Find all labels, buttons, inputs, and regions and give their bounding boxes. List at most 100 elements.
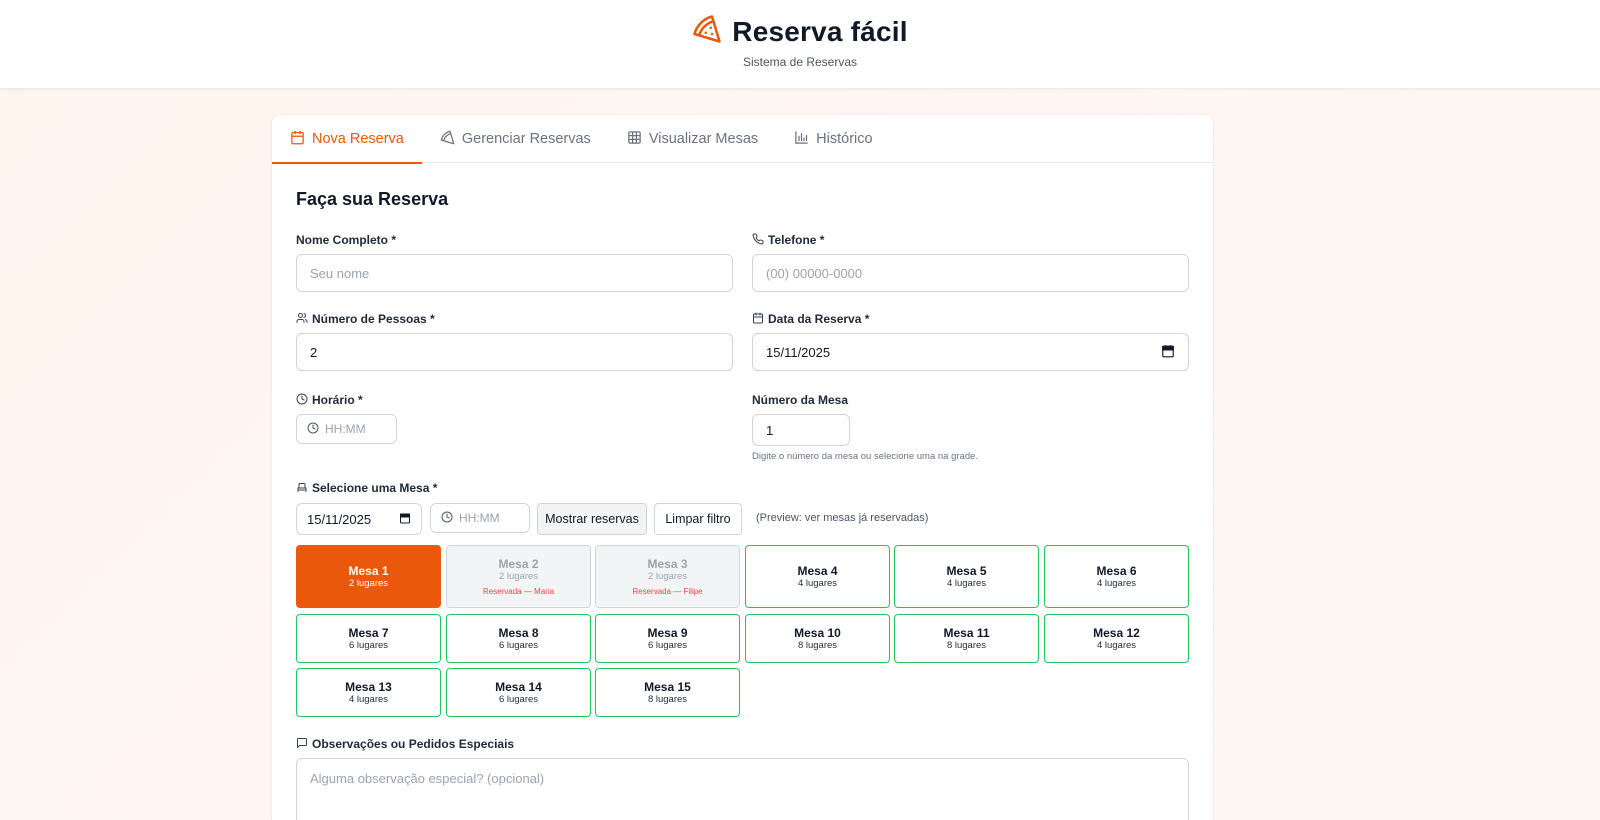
table-card-name: Mesa 12 (1093, 625, 1140, 640)
table-card[interactable]: Mesa 15 8 lugares (595, 668, 740, 717)
table-number-field: Número da Mesa 1 Digite o número da mesa… (752, 392, 1052, 462)
table-card-name: Mesa 1 (348, 563, 389, 578)
table-card-seats: 2 lugares (498, 570, 539, 582)
name-label: Nome Completo * (296, 233, 397, 247)
table-card-name: Mesa 5 (946, 563, 987, 578)
table-number-label: Número da Mesa (752, 393, 849, 407)
clock-icon (296, 393, 308, 408)
date-field: Data da Reserva * 15/11/2025 (752, 311, 1189, 371)
phone-label: Telefone * (752, 232, 1189, 248)
table-card-seats: 6 lugares (348, 639, 389, 651)
name-input[interactable]: Seu nome (296, 254, 733, 292)
date-label: Data da Reserva * (752, 311, 1189, 327)
brand: Reserva fácil Sistema de Reservas (0, 14, 1600, 69)
tab-historico[interactable]: Histórico (776, 115, 890, 163)
table-card[interactable]: Mesa 13 4 lugares (296, 668, 441, 717)
users-icon (296, 312, 308, 327)
tab-nova-reserva[interactable]: Nova Reserva (272, 115, 422, 164)
tab-bar: Nova Reserva Gerenciar Reservas Visualiz… (272, 115, 1213, 164)
calendar-picker-icon[interactable] (399, 512, 411, 527)
table-card-seats: 8 lugares (647, 693, 688, 705)
table-card-name: Mesa 15 (644, 679, 691, 694)
time-field: Horário * HH:MM (296, 392, 397, 444)
people-field: Número de Pessoas * 2 (296, 311, 733, 371)
table-card-seats: 4 lugares (348, 693, 389, 705)
grid-icon (627, 130, 642, 149)
table-card-seats: 6 lugares (498, 693, 539, 705)
tab-label: Gerenciar Reservas (461, 131, 591, 147)
table-card-seats: 6 lugares (498, 639, 539, 651)
table-card-seats: 2 lugares (647, 570, 688, 582)
tab-visualizar-mesas[interactable]: Visualizar Mesas (609, 115, 776, 163)
table-card[interactable]: Mesa 14 6 lugares (446, 668, 591, 717)
table-card-seats: 4 lugares (946, 577, 987, 589)
pizza-icon (692, 14, 722, 49)
form-title: Faça sua Reserva (296, 189, 449, 209)
name-field: Nome Completo * Seu nome (296, 232, 733, 292)
reservation-card: Nova Reserva Gerenciar Reservas Visualiz… (272, 115, 1213, 820)
table-card-name: Mesa 13 (345, 679, 392, 694)
tab-label: Histórico (816, 131, 873, 147)
table-card-seats: 4 lugares (1096, 639, 1137, 651)
table-card-name: Mesa 3 (647, 556, 688, 571)
table-card[interactable]: Mesa 10 8 lugares (745, 614, 890, 663)
table-card-seats: 8 lugares (946, 639, 987, 651)
table-card-name: Mesa 11 (943, 625, 990, 640)
table-card-reserved-by: Reservada — Maria (482, 586, 555, 596)
table-card[interactable]: Mesa 11 8 lugares (894, 614, 1039, 663)
table-card-seats: 4 lugares (797, 577, 838, 589)
table-card-seats: 2 lugares (348, 577, 389, 589)
clear-filter-button[interactable]: Limpar filtro (654, 503, 742, 535)
table-card[interactable]: Mesa 12 4 lugares (1044, 614, 1189, 663)
table-number-input[interactable]: 1 (752, 414, 850, 446)
table-card-name: Mesa 9 (647, 625, 688, 640)
clock-icon (441, 511, 453, 526)
filter-date-input[interactable]: 15/11/2025 (296, 503, 422, 535)
clock-icon (307, 422, 319, 437)
table-card-reserved-by: Reservada — Filipe (632, 586, 703, 596)
table-card-name: Mesa 6 (1096, 563, 1137, 578)
table-card-name: Mesa 2 (498, 556, 539, 571)
app-header: Reserva fácil Sistema de Reservas (0, 0, 1600, 89)
phone-icon (752, 232, 764, 248)
table-card-seats: 4 lugares (1096, 577, 1137, 589)
table-card-name: Mesa 4 (797, 563, 838, 578)
table-card-name: Mesa 14 (495, 679, 542, 694)
show-reservations-button[interactable]: Mostrar reservas (537, 503, 647, 535)
tab-gerenciar-reservas[interactable]: Gerenciar Reservas (422, 115, 609, 163)
preview-note: (Preview: ver mesas já reservadas) (756, 512, 929, 524)
tab-label: Visualizar Mesas (648, 131, 759, 147)
calendar-picker-icon[interactable] (1161, 344, 1175, 361)
table-card-name: Mesa 10 (794, 625, 841, 640)
app-title: Reserva fácil (732, 15, 908, 47)
table-card-name: Mesa 8 (498, 625, 539, 640)
app-subtitle: Sistema de Reservas (742, 55, 858, 69)
message-icon (296, 737, 308, 752)
time-label: Horário * (296, 392, 397, 408)
table-number-hint: Digite o número da mesa ou selecione uma… (752, 451, 979, 462)
calendar-icon (752, 312, 764, 327)
table-card-seats: 8 lugares (797, 639, 838, 651)
calendar-icon (290, 130, 305, 149)
tab-label: Nova Reserva (312, 131, 404, 147)
time-input[interactable]: HH:MM (296, 414, 397, 444)
people-input[interactable]: 2 (296, 333, 733, 371)
bar-chart-icon (794, 130, 809, 149)
notes-label: Observações ou Pedidos Especiais (296, 736, 514, 752)
table-card-seats: 6 lugares (647, 639, 688, 651)
pizza-icon (440, 130, 455, 149)
chair-icon (296, 481, 308, 496)
date-input[interactable]: 15/11/2025 (752, 333, 1189, 371)
filter-time-input[interactable]: HH:MM (430, 503, 530, 533)
notes-textarea[interactable]: Alguma observação especial? (opcional) (296, 758, 1189, 820)
phone-input[interactable]: (00) 00000-0000 (752, 254, 1189, 292)
